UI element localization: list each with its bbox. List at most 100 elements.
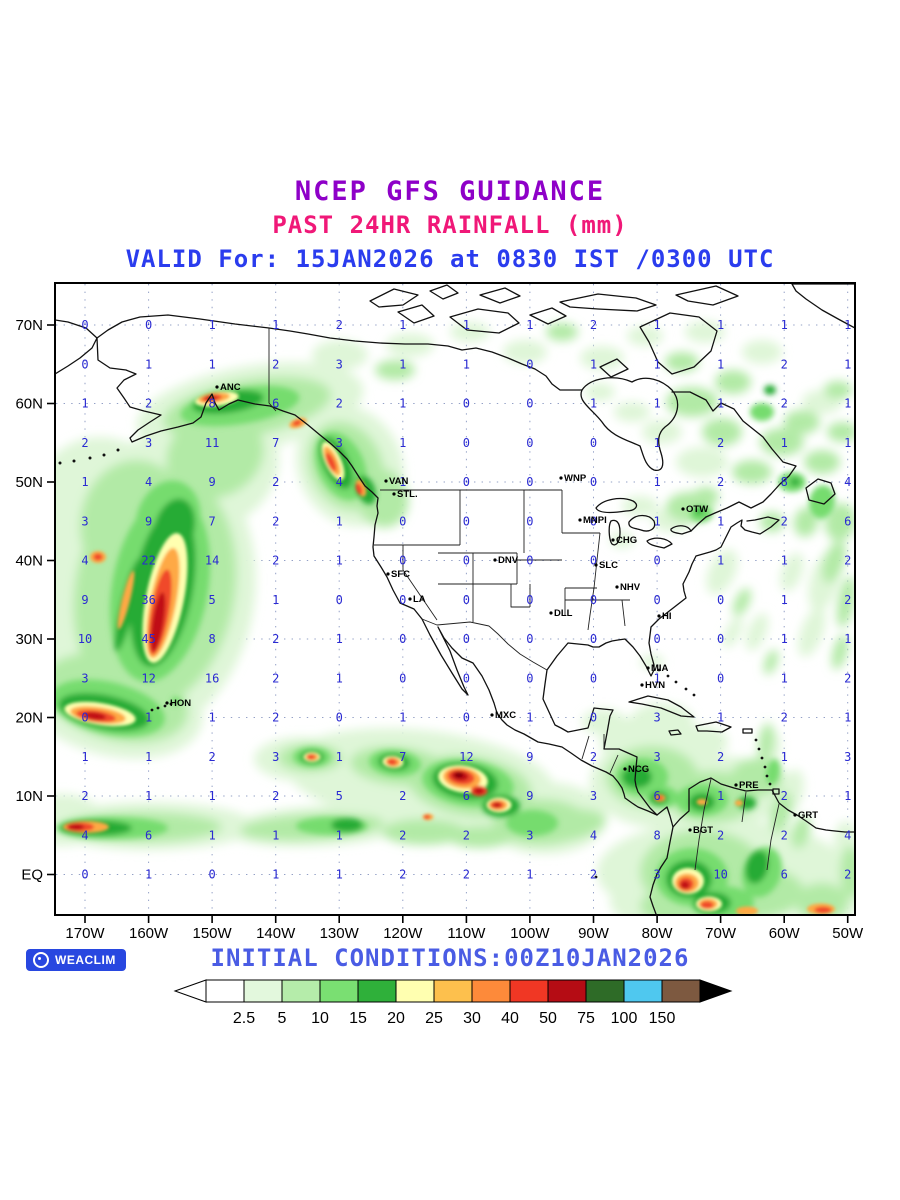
legend-colorbar: 2.5 5 10 15 20 25 30 40 50 75 100 150	[173, 979, 733, 1027]
lat-label: 30N	[15, 631, 43, 648]
rainfall-value: 2	[717, 828, 724, 842]
legend-value: 50	[539, 1010, 557, 1027]
weaclim-logo[interactable]: WEACLIM	[26, 949, 126, 971]
rainfall-value: 1	[526, 318, 533, 332]
rainfall-value: 0	[653, 554, 660, 568]
rainfall-value: 1	[717, 357, 724, 371]
rainfall-value: 36	[141, 593, 155, 607]
rainfall-value: 2	[781, 397, 788, 411]
rainfall-value: 8	[781, 475, 788, 489]
rain-cell	[790, 478, 800, 486]
legend-box	[281, 979, 321, 1003]
lake-superior	[595, 497, 638, 514]
rainfall-value: 2	[81, 789, 88, 803]
rainfall-value: 11	[205, 436, 219, 450]
rain-cell	[733, 588, 751, 616]
rainfall-value: 1	[653, 318, 660, 332]
rainfall-value: 2	[272, 554, 279, 568]
rainfall-value: 0	[526, 554, 533, 568]
lat-label: 70N	[15, 317, 43, 334]
rainfall-value: 1	[336, 514, 343, 528]
legend-value: 150	[649, 1010, 676, 1027]
title-model: NCEP GFS GUIDANCE	[294, 176, 606, 207]
legend-value: 30	[463, 1010, 481, 1027]
rain-cell	[742, 340, 782, 364]
lon-label: 90W	[578, 925, 610, 942]
rain-cell	[585, 383, 615, 401]
rainfall-value: 1	[781, 750, 788, 764]
rainfall-value: 1	[844, 632, 851, 646]
rainfall-value: 1	[717, 397, 724, 411]
rain-cell	[292, 420, 302, 426]
rainfall-value: 3	[272, 750, 279, 764]
lake-michigan	[608, 519, 621, 546]
rainfall-value: 0	[145, 318, 152, 332]
rain-cell	[665, 352, 699, 372]
rainfall-value: 0	[653, 632, 660, 646]
station-dot	[559, 476, 563, 480]
rainfall-value: 1	[844, 357, 851, 371]
rain-cell	[150, 592, 166, 652]
station-dot	[386, 572, 390, 576]
rainfall-value: 10	[713, 868, 727, 882]
station-label: CHG	[616, 535, 637, 546]
rainfall-value: 0	[590, 632, 597, 646]
rainfall-value: 3	[336, 357, 343, 371]
rainfall-value: 1	[336, 671, 343, 685]
rainfall-value: 0	[399, 554, 406, 568]
station-label: MIA	[651, 663, 669, 674]
rain-cell	[706, 549, 738, 595]
legend-box	[509, 979, 549, 1003]
rain-cell	[700, 901, 714, 909]
rain-cell	[734, 800, 744, 806]
rainfall-value: 0	[399, 593, 406, 607]
rain-cell	[375, 360, 415, 380]
rainfall-value: 8	[208, 397, 215, 411]
station-label: HI	[662, 611, 672, 622]
lon-label: 140W	[256, 925, 296, 942]
newfoundland-island	[805, 478, 836, 505]
rainfall-value: 0	[399, 632, 406, 646]
station-label: MNPI	[583, 515, 607, 526]
station-label: DLL	[554, 608, 573, 619]
rain-cell	[68, 824, 84, 830]
rainfall-value: 2	[717, 475, 724, 489]
rainfall-value: 1	[844, 436, 851, 450]
rain-cell	[723, 616, 743, 648]
rainfall-value: 2	[272, 632, 279, 646]
rainfall-value: 0	[590, 554, 597, 568]
rainfall-value: 0	[463, 632, 470, 646]
rainfall-value: 4	[590, 828, 597, 842]
rainfall-value: 2	[781, 789, 788, 803]
rainfall-value: 2	[781, 711, 788, 725]
rainfall-value: 1	[81, 397, 88, 411]
rainfall-value: 3	[653, 750, 660, 764]
rainfall-value: 1	[781, 436, 788, 450]
rain-cell	[450, 322, 490, 342]
rainfall-value: 0	[653, 593, 660, 607]
rainfall-value: 2	[590, 750, 597, 764]
station-dot	[549, 611, 553, 615]
rainfall-value: 9	[526, 789, 533, 803]
gridpoint-rainfall-values: 0 0 1 1 2 1 1 1 2 1 1 1 10 1 1 2 3 1 1 0 1 1 1 2 11 2 8 6 2 1 0 0 1 1 1 2 12…	[78, 318, 852, 882]
station-dot	[165, 701, 169, 705]
rainfall-value: 0	[399, 514, 406, 528]
rainfall-map: 0 0 1 1 2 1 1 1 2 1 1 1 10 1 1 2 3 1 1 0 1 1 1 2 11 2 8 6 2 1 0 0 1 1 1 2 12…	[15, 282, 864, 942]
rainfall-value: 0	[590, 514, 597, 528]
station-dot	[688, 828, 692, 832]
hispaniola-island	[695, 721, 732, 733]
rain-cell	[760, 428, 804, 456]
lon-label: 100W	[510, 925, 550, 942]
rainfall-value: 1	[145, 750, 152, 764]
rainfall-value: 4	[844, 475, 851, 489]
lon-label: 170W	[65, 925, 105, 942]
arctic-islands	[369, 284, 739, 378]
rain-cell	[656, 795, 664, 801]
rainfall-value: 22	[141, 554, 155, 568]
rain-cell	[580, 346, 624, 370]
rainfall-value: 1	[336, 750, 343, 764]
legend-value: 2.5	[233, 1010, 255, 1027]
rainfall-value: 7	[208, 514, 215, 528]
station-label: WNP	[564, 473, 587, 484]
